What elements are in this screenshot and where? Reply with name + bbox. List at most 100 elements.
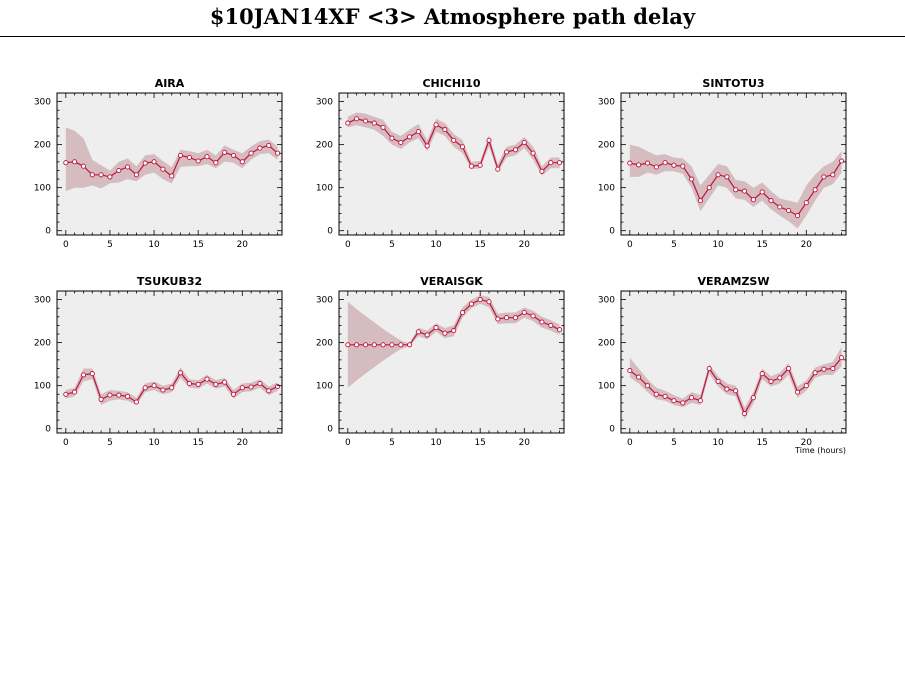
data-point (715, 172, 721, 178)
data-point (415, 129, 421, 135)
data-point (116, 392, 122, 398)
data-point (662, 393, 668, 399)
data-point (213, 160, 219, 166)
x-tick-label: 0 (345, 438, 351, 448)
chart-title: AIRA (155, 77, 185, 90)
data-point (777, 375, 783, 381)
data-point (275, 383, 281, 390)
data-point (80, 163, 87, 169)
plot-frame (620, 92, 847, 236)
y-tick-label: 200 (316, 141, 333, 151)
uncertainty-band (65, 127, 278, 192)
data-point (63, 391, 69, 397)
data-point (468, 163, 474, 169)
x-tick-label: 20 (519, 240, 531, 250)
x-tick-label: 10 (712, 438, 724, 448)
x-tick-label: 5 (107, 438, 113, 448)
data-point (715, 378, 721, 384)
data-point (512, 147, 519, 153)
data-point (530, 313, 536, 319)
data-point (557, 160, 563, 166)
data-point (733, 187, 739, 193)
x-tick-label: 20 (237, 240, 249, 250)
x-tick-label: 15 (474, 240, 485, 250)
y-tick-label: 200 (598, 141, 615, 151)
data-point (830, 172, 836, 178)
x-tick-label: 5 (671, 240, 677, 250)
data-point (521, 309, 527, 316)
y-tick-label: 100 (34, 382, 51, 392)
x-tick-label: 20 (801, 240, 813, 250)
data-point (486, 137, 492, 143)
data-point (821, 366, 827, 372)
x-tick-label: 10 (430, 438, 442, 448)
data-point (653, 164, 659, 170)
data-point (424, 332, 430, 338)
data-point (389, 342, 395, 348)
data-point (706, 365, 712, 372)
data-point (706, 185, 712, 191)
y-tick-label: 100 (34, 184, 51, 194)
title-divider (0, 36, 905, 37)
data-point (362, 118, 369, 124)
data-point (680, 400, 686, 406)
data-point (689, 395, 695, 401)
data-point (495, 316, 501, 322)
x-tick-label: 20 (801, 438, 813, 448)
data-point (195, 158, 201, 164)
data-point (239, 159, 245, 165)
x-tick-label: 15 (192, 438, 203, 448)
y-tick-label: 0 (45, 227, 51, 237)
data-point (504, 315, 510, 321)
data-point (724, 174, 730, 180)
data-point (839, 158, 845, 164)
data-point (689, 176, 695, 182)
data-point (662, 160, 668, 166)
data-point (671, 398, 677, 404)
data-point (345, 342, 351, 348)
data-point (653, 391, 659, 397)
data-point (741, 188, 748, 194)
y-tick-label: 300 (34, 98, 51, 108)
y-tick-label: 200 (34, 339, 51, 349)
data-point (495, 166, 501, 172)
data-point (548, 322, 554, 328)
data-point (345, 120, 351, 126)
y-tick-label: 0 (327, 425, 333, 435)
data-point (741, 411, 748, 417)
y-tick-label: 100 (316, 184, 333, 194)
data-point (512, 315, 519, 321)
data-point (186, 154, 192, 161)
x-tick-label: 5 (389, 240, 395, 250)
data-point (644, 383, 651, 389)
data-point (398, 139, 404, 146)
data-point (107, 392, 113, 398)
data-point (125, 164, 131, 170)
data-point (204, 376, 210, 382)
data-point (239, 385, 245, 391)
data-point (627, 368, 633, 374)
x-tick-label: 20 (237, 438, 249, 448)
chart-title: SINTOTU3 (702, 77, 764, 90)
y-tick-label: 300 (598, 296, 615, 306)
y-tick-label: 100 (598, 184, 615, 194)
y-tick-label: 100 (316, 382, 333, 392)
data-point (98, 396, 104, 402)
data-point (169, 173, 175, 179)
x-tick-label: 0 (63, 438, 69, 448)
data-point (133, 399, 139, 405)
data-point (636, 374, 642, 380)
data-point (750, 395, 756, 401)
data-point (142, 160, 148, 166)
plot-frame (56, 290, 283, 434)
data-point (504, 149, 510, 155)
data-point (750, 197, 756, 203)
data-point (389, 135, 395, 141)
data-point (107, 174, 113, 180)
y-tick-label: 200 (34, 141, 51, 151)
data-point (72, 159, 78, 165)
data-point (768, 198, 774, 204)
